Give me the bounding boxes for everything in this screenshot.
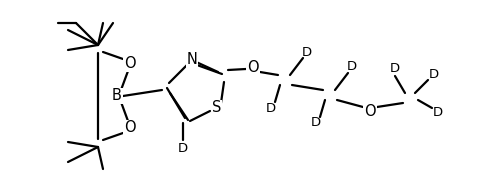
Text: D: D: [390, 61, 400, 75]
Text: D: D: [178, 141, 188, 155]
Text: D: D: [429, 68, 439, 81]
Text: B: B: [112, 89, 122, 103]
Text: D: D: [266, 102, 276, 114]
Text: S: S: [212, 100, 222, 116]
Text: D: D: [302, 45, 312, 59]
Text: N: N: [186, 52, 198, 68]
Text: O: O: [247, 59, 259, 75]
Text: D: D: [311, 116, 321, 130]
Text: O: O: [364, 105, 376, 119]
Text: D: D: [347, 61, 357, 73]
Text: D: D: [433, 105, 443, 118]
Text: O: O: [124, 121, 136, 135]
Text: O: O: [124, 56, 136, 72]
